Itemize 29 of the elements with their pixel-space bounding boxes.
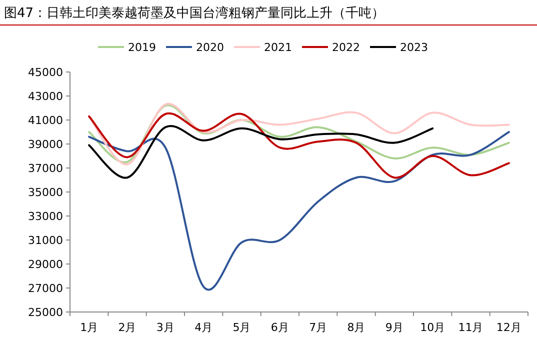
y-tick-label: 25000 [28,306,63,319]
y-tick-label: 29000 [28,258,63,271]
x-tick-label: 9月 [385,321,404,334]
x-tick-label: 10月 [420,321,446,334]
x-tick-label: 7月 [309,321,328,334]
chart-title: 图47：日韩土印美泰越荷墨及中国台湾粗钢产量同比上升（千吨） [4,5,385,21]
x-tick-label: 4月 [194,321,213,334]
legend-label: 2020 [196,41,224,54]
x-tick-label: 5月 [232,321,251,334]
x-tick-label: 11月 [458,321,484,334]
y-tick-label: 33000 [28,210,63,223]
legend-label: 2019 [128,41,156,54]
x-tick-label: 1月 [80,321,98,334]
legend-label: 2021 [264,41,292,54]
y-tick-label: 43000 [28,90,63,103]
x-tick-label: 2月 [118,321,136,334]
y-tick-label: 27000 [28,282,63,295]
y-tick-label: 31000 [28,234,63,247]
y-tick-label: 45000 [28,66,63,79]
y-tick-label: 39000 [28,138,63,151]
x-tick-label: 6月 [270,321,289,334]
y-tick-label: 35000 [28,186,63,199]
x-tick-label: 8月 [347,321,366,334]
legend-label: 2022 [332,41,360,54]
y-tick-label: 37000 [28,162,63,175]
x-tick-label: 3月 [156,321,174,334]
legend-label: 2023 [400,41,428,54]
x-tick-label: 12月 [496,321,522,334]
y-tick-label: 41000 [28,114,63,127]
